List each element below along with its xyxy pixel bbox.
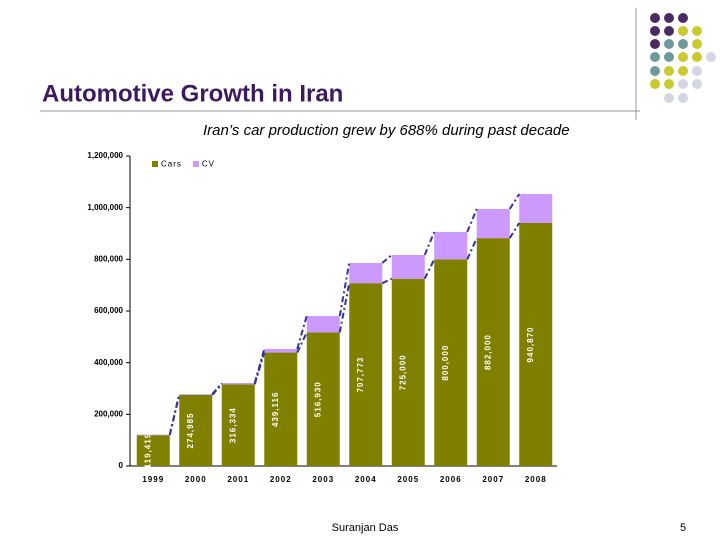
decor-dots xyxy=(650,13,716,103)
bar-segment xyxy=(264,352,298,466)
value-label: 119,419 xyxy=(143,433,152,468)
bar-segment xyxy=(476,208,510,239)
value-label: 516,930 xyxy=(313,381,322,417)
slide-title: Automotive Growth in Iran xyxy=(42,80,343,107)
y-tick-label: 1,000,000 xyxy=(87,203,123,212)
connector-line xyxy=(296,315,308,350)
value-label: 274,985 xyxy=(186,413,195,449)
connector-line xyxy=(253,348,266,384)
bar-segment xyxy=(179,394,213,466)
connector-line xyxy=(296,332,308,353)
x-tick-label: 2006 xyxy=(440,475,462,484)
legend-swatch xyxy=(152,161,158,167)
bar-segment xyxy=(349,283,383,466)
bar-segment xyxy=(221,384,255,466)
x-tick-label: 2004 xyxy=(355,475,377,484)
connector-line xyxy=(423,258,436,280)
value-label: 940,870 xyxy=(526,327,535,363)
y-tick-label: 0 xyxy=(119,461,124,470)
bar-segment xyxy=(306,332,340,466)
value-label: 725,000 xyxy=(398,354,407,390)
y-tick-label: 200,000 xyxy=(94,409,123,418)
x-tick-label: 2005 xyxy=(397,475,419,484)
y-tick-label: 1,200,000 xyxy=(87,151,123,160)
bar-segment xyxy=(221,382,255,385)
connector-line xyxy=(168,393,181,435)
bar-segment xyxy=(391,278,425,466)
y-tick-label: 800,000 xyxy=(94,254,123,263)
value-label: 439,116 xyxy=(271,392,280,427)
footer-author: Suranjan Das xyxy=(332,522,399,534)
connector-line xyxy=(338,262,351,317)
x-tick-label: 2000 xyxy=(185,475,207,484)
x-tick-label: 2008 xyxy=(525,475,547,484)
connector-line xyxy=(508,193,521,210)
value-label: 707,773 xyxy=(356,357,365,393)
x-tick-label: 2003 xyxy=(312,475,334,484)
legend-label: CV xyxy=(202,160,215,169)
connector-line xyxy=(381,254,393,264)
chart: 0 200,000 400,000 600,000 800,000 1,000,000 1,… xyxy=(87,151,557,484)
connector-line xyxy=(211,382,223,395)
value-label: 800,000 xyxy=(441,345,450,381)
bar-segment xyxy=(391,254,425,279)
bar-segment xyxy=(136,435,170,466)
bar-segment xyxy=(519,222,553,466)
connector-line xyxy=(423,231,436,256)
bar-segment xyxy=(349,263,383,284)
connector-line xyxy=(381,277,393,285)
bar-segment xyxy=(434,259,468,466)
x-tick-label: 2001 xyxy=(227,475,249,484)
bar-segment xyxy=(434,231,468,260)
y-tick-label: 400,000 xyxy=(94,358,123,367)
connector-line xyxy=(338,282,351,333)
y-tick-label: 600,000 xyxy=(94,306,123,315)
page-number: 5 xyxy=(680,522,686,534)
x-tick-label: 2002 xyxy=(270,475,292,484)
connector-line xyxy=(466,208,478,233)
x-tick-label: 1999 xyxy=(142,475,164,484)
connector-line xyxy=(466,237,478,260)
bar-segment xyxy=(476,238,510,466)
bar-segment xyxy=(264,348,298,353)
legend-swatch xyxy=(192,161,199,167)
bar-segment xyxy=(179,394,213,395)
legend-label: Cars xyxy=(161,160,182,169)
value-label: 316,334 xyxy=(228,407,237,443)
x-tick-label: 2007 xyxy=(482,475,504,484)
bar-segment xyxy=(519,194,553,223)
slide-subtitle: Iran’s car production grew by 688% durin… xyxy=(203,122,570,139)
connector-line xyxy=(508,222,521,239)
value-label: 882,000 xyxy=(483,334,492,370)
bar-segment xyxy=(306,315,340,333)
bar-segment xyxy=(136,434,170,436)
